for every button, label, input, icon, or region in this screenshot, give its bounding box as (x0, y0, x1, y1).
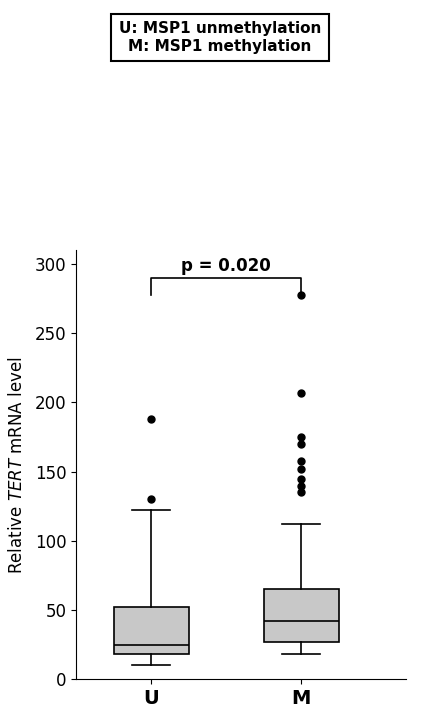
PathPatch shape (114, 607, 189, 654)
Y-axis label: Relative $\mathit{TERT}$ mRNA level: Relative $\mathit{TERT}$ mRNA level (8, 356, 27, 573)
Text: U: MSP1 unmethylation
M: MSP1 methylation: U: MSP1 unmethylation M: MSP1 methylatio… (119, 21, 321, 54)
Text: p = 0.020: p = 0.020 (181, 257, 271, 275)
PathPatch shape (264, 589, 338, 642)
